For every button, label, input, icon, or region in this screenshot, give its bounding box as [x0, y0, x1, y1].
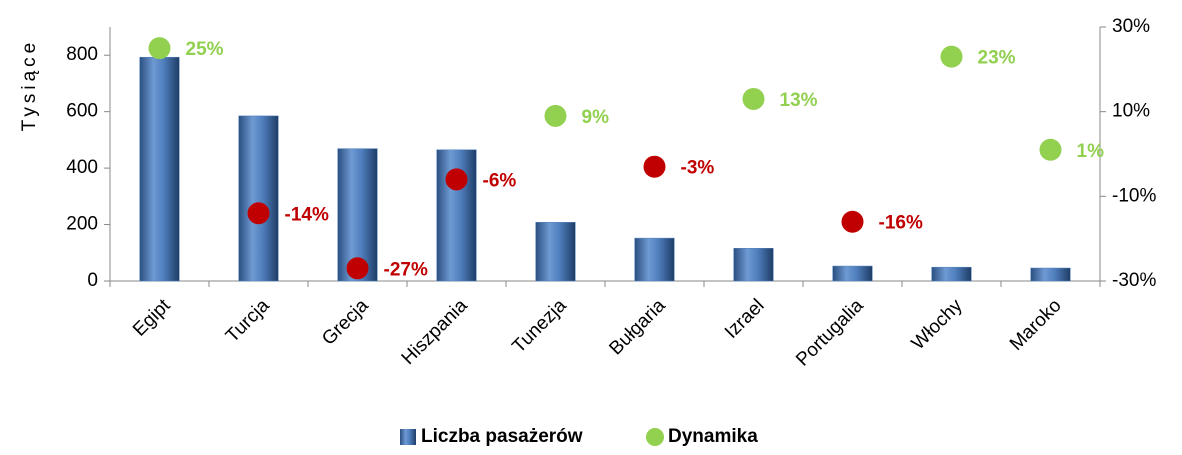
bar: [931, 266, 972, 282]
legend-swatch: [646, 428, 664, 446]
x-tick-label: Maroko: [1006, 295, 1066, 355]
legend-label: Dynamika: [668, 426, 758, 447]
data-label: -3%: [681, 158, 715, 179]
legend-label: Liczba pasażerów: [421, 426, 583, 447]
dot: [148, 37, 171, 60]
x-tick-label: Egipt: [129, 295, 175, 341]
legend-swatch: [400, 429, 416, 445]
data-label: 23%: [978, 48, 1016, 69]
bar: [733, 248, 774, 282]
x-tick-label: Tunezja: [508, 295, 570, 357]
x-tick-label: Grecja: [318, 295, 373, 350]
y-axis-label: Tysiące: [19, 39, 40, 131]
data-label: -27%: [384, 259, 428, 280]
data-label: -16%: [879, 213, 923, 234]
y2-tick-label: 30%: [1112, 16, 1150, 37]
x-tick-label: Bułgaria: [605, 295, 669, 359]
bar: [238, 115, 279, 282]
y2-tick-label: 10%: [1112, 101, 1150, 122]
y-tick-label: 600: [66, 101, 98, 122]
y-tick-label: 400: [66, 157, 98, 178]
dot: [643, 155, 666, 178]
data-label: 9%: [582, 107, 610, 128]
x-tick-label: Hiszpania: [398, 295, 472, 369]
dot: [544, 104, 567, 127]
data-label: 25%: [186, 39, 224, 60]
x-tick-label: Włochy: [908, 295, 967, 354]
dot: [841, 210, 864, 233]
bar: [634, 237, 675, 282]
bar: [139, 56, 180, 282]
data-label: 1%: [1077, 141, 1105, 162]
y2-tick-label: -30%: [1112, 270, 1156, 291]
x-tick-label: Turcja: [222, 295, 274, 347]
data-label: 13%: [780, 90, 818, 111]
y-tick-label: 0: [87, 270, 98, 291]
dot: [445, 168, 468, 191]
bar: [535, 222, 576, 282]
data-label: -6%: [483, 170, 517, 191]
x-tick-label: Portugalia: [792, 295, 868, 371]
y-tick-label: 200: [66, 214, 98, 235]
y-tick-label: 800: [66, 44, 98, 65]
dot: [346, 257, 369, 280]
bar: [832, 265, 873, 282]
y2-tick-label: -10%: [1112, 185, 1156, 206]
dot: [742, 87, 765, 110]
bar: [1030, 267, 1071, 282]
dot: [1039, 138, 1062, 161]
data-label: -14%: [285, 204, 329, 225]
dot: [247, 202, 270, 225]
x-tick-label: Izrael: [721, 295, 769, 343]
dot: [940, 45, 963, 68]
